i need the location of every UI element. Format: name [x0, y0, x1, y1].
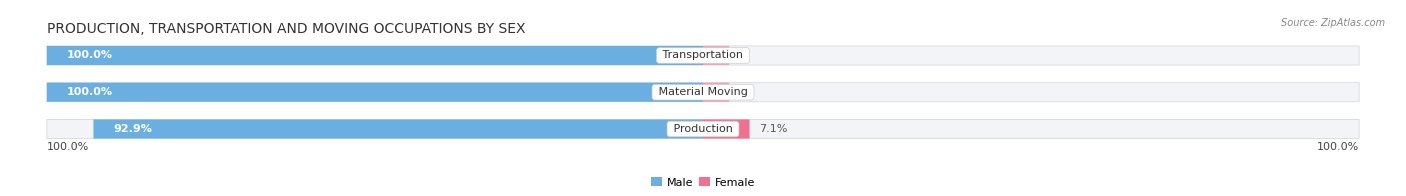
Text: Source: ZipAtlas.com: Source: ZipAtlas.com	[1281, 18, 1385, 28]
Text: 0.0%: 0.0%	[713, 87, 741, 97]
Text: 100.0%: 100.0%	[1317, 142, 1360, 152]
Text: 100.0%: 100.0%	[46, 142, 89, 152]
Text: 92.9%: 92.9%	[112, 124, 152, 134]
Text: Production: Production	[669, 124, 737, 134]
Text: PRODUCTION, TRANSPORTATION AND MOVING OCCUPATIONS BY SEX: PRODUCTION, TRANSPORTATION AND MOVING OC…	[46, 22, 526, 36]
FancyBboxPatch shape	[703, 46, 730, 65]
FancyBboxPatch shape	[46, 83, 703, 102]
Legend: Male, Female: Male, Female	[647, 173, 759, 192]
Text: 100.0%: 100.0%	[66, 87, 112, 97]
FancyBboxPatch shape	[93, 119, 703, 139]
FancyBboxPatch shape	[46, 83, 1360, 102]
FancyBboxPatch shape	[46, 46, 703, 65]
FancyBboxPatch shape	[46, 46, 1360, 65]
Text: 0.0%: 0.0%	[713, 51, 741, 61]
FancyBboxPatch shape	[46, 119, 1360, 139]
FancyBboxPatch shape	[703, 83, 730, 102]
Text: Material Moving: Material Moving	[655, 87, 751, 97]
Text: Transportation: Transportation	[659, 51, 747, 61]
Text: 7.1%: 7.1%	[759, 124, 787, 134]
Text: 100.0%: 100.0%	[66, 51, 112, 61]
FancyBboxPatch shape	[703, 119, 749, 139]
